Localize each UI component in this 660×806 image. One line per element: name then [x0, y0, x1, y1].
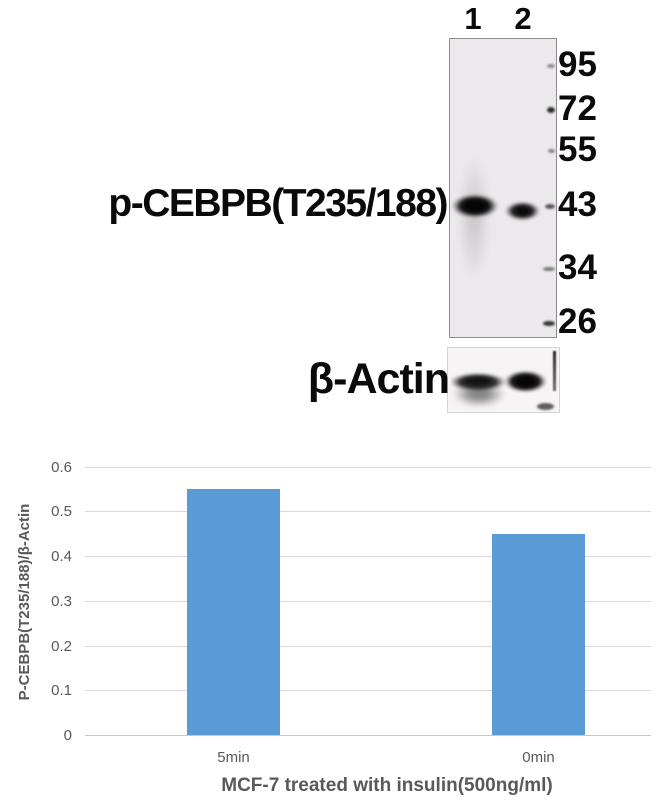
band-lane1-pcebpb	[451, 192, 499, 220]
band-lane2-actin	[504, 369, 547, 394]
bar-5min	[187, 488, 280, 735]
y-tick-label: 0.1	[51, 682, 72, 700]
y-tick-label: 0.3	[51, 592, 72, 610]
band-lane2-pcebpb	[503, 199, 542, 223]
mw-edge-tick-34	[543, 267, 555, 271]
gridline	[85, 690, 651, 692]
actin-panel-edge-artifact	[553, 351, 556, 391]
mw-edge-tick-26	[543, 320, 555, 326]
phospho-blot-panel	[449, 38, 557, 338]
actin-panel-bottom-speck	[537, 403, 554, 410]
mw-edge-tick-55	[548, 149, 555, 153]
x-axis-line	[85, 735, 651, 736]
mw-marker-label-43: 43	[558, 185, 597, 224]
x-category-label-5min: 5min	[217, 749, 250, 766]
mw-edge-tick-95	[547, 64, 555, 68]
band-lane1-actin-smear	[454, 383, 504, 410]
bar-0min	[492, 533, 585, 735]
mw-edge-tick-43	[545, 203, 555, 209]
gridline	[85, 600, 651, 602]
mw-marker-label-34: 34	[558, 248, 597, 287]
mw-marker-label-55: 55	[558, 130, 597, 169]
mw-marker-label-72: 72	[558, 89, 597, 128]
mw-marker-label-26: 26	[558, 302, 597, 341]
y-tick-label: 0.2	[51, 637, 72, 655]
mw-edge-tick-72	[547, 107, 555, 113]
y-tick-label: 0	[63, 727, 72, 744]
lane-label-1: 1	[464, 1, 482, 36]
y-tick-label: 0.4	[51, 548, 72, 565]
y-tick-label: 0.5	[51, 503, 72, 521]
x-category-label-0min: 0min	[522, 749, 555, 766]
loading-control-label: β-Actin	[307, 355, 450, 403]
gridline	[85, 466, 651, 468]
y-tick-label: 0.6	[51, 458, 72, 476]
gridline	[85, 511, 651, 513]
gridline	[85, 556, 651, 557]
actin-blot-panel	[447, 347, 560, 413]
gridline	[85, 645, 651, 647]
mw-marker-label-95: 95	[558, 45, 597, 84]
x-axis-title: MCF-7 treated with insulin(500ng/ml)	[221, 775, 553, 796]
lane-label-2: 2	[514, 1, 532, 36]
target-protein-label: p-CEBPB(T235/188)	[108, 182, 448, 225]
